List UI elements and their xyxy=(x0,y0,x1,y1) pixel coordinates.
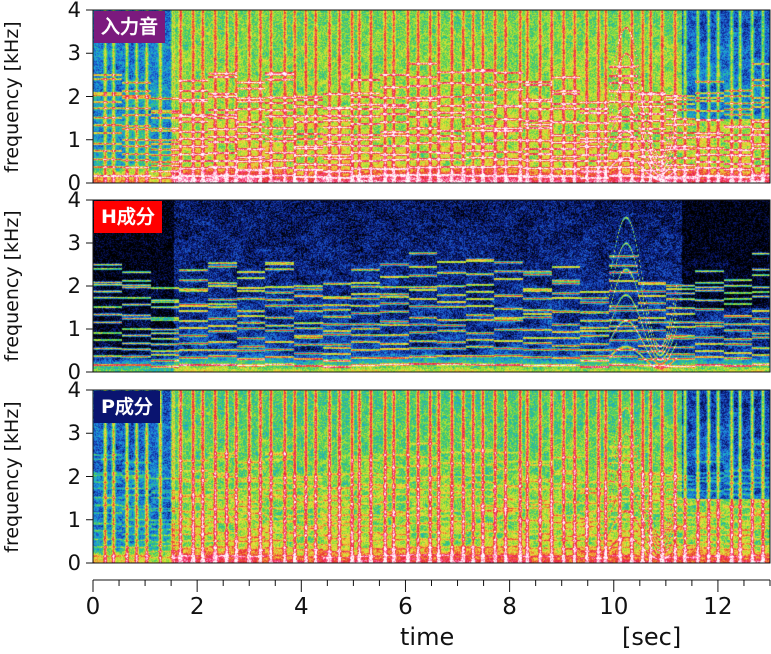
y-tick-label: 4 xyxy=(67,378,81,402)
y-axis-label: frequency [kHz] xyxy=(1,210,23,362)
x-tick-label: 12 xyxy=(703,594,733,620)
y-tick-label: 1 xyxy=(67,317,81,341)
x-axis-unit: [sec] xyxy=(622,623,682,651)
y-tick-label: 1 xyxy=(67,507,81,532)
y-tick-label: 4 xyxy=(67,188,81,212)
y-tick-label: 3 xyxy=(67,421,81,446)
x-tick-label: 6 xyxy=(398,594,413,620)
spectrogram-input xyxy=(93,10,770,183)
panel-frame xyxy=(92,389,771,564)
y-tick-label: 2 xyxy=(67,274,81,298)
y-axis-label: frequency [kHz] xyxy=(1,20,23,173)
y-tick-label: 0 xyxy=(67,171,81,195)
panel-title-label: P成分 xyxy=(94,391,160,423)
panel-frame xyxy=(92,199,771,373)
spectrogram-harmonic xyxy=(93,200,770,372)
y-tick-label: 0 xyxy=(67,360,81,384)
y-axis-label: frequency [kHz] xyxy=(1,400,23,553)
x-tick-label: 8 xyxy=(502,594,517,620)
x-tick-label: 2 xyxy=(189,594,205,620)
x-tick-label: 0 xyxy=(85,594,101,620)
y-tick-label: 3 xyxy=(67,41,81,66)
x-tick-label: 10 xyxy=(599,594,629,620)
y-tick-label: 3 xyxy=(67,231,81,255)
y-tick-label: 2 xyxy=(67,464,81,489)
y-tick-label: 4 xyxy=(67,0,81,22)
panel-title-label: 入力音 xyxy=(94,11,166,43)
y-tick-label: 2 xyxy=(67,84,81,109)
x-tick-label: 4 xyxy=(293,594,309,620)
x-axis-label: time xyxy=(400,623,455,651)
y-tick-label: 0 xyxy=(67,551,81,575)
panel-title-label: H成分 xyxy=(94,201,162,233)
y-tick-label: 1 xyxy=(67,127,81,152)
spectrogram-percussive xyxy=(93,390,770,563)
panel-frame xyxy=(92,9,771,184)
